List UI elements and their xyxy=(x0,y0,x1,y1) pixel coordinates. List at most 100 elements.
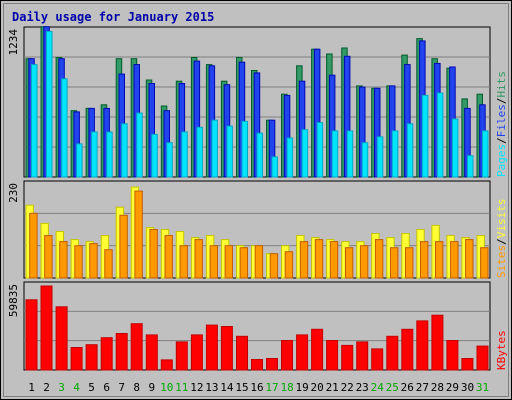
x-tick-label-day-25: 25 xyxy=(386,381,399,394)
bar-hits-pages-day-19 xyxy=(301,129,309,178)
bar-visits-sites-day-21 xyxy=(329,241,339,279)
bar-hits-pages-day-15 xyxy=(241,120,248,178)
bar-hits-pages-day-3 xyxy=(61,78,68,178)
bar-hits-pages-day-14 xyxy=(226,125,233,178)
legend-item-visits: Visits xyxy=(495,199,508,239)
x-tick-label-day-5: 5 xyxy=(88,381,95,394)
x-tick-label-day-16: 16 xyxy=(250,381,263,394)
bar-kbytes-kbytes-day-5 xyxy=(85,344,98,371)
bar-kbytes-kbytes-day-22 xyxy=(341,344,354,371)
legend-item-pages: Pages xyxy=(495,144,508,177)
bar-visits-sites-day-31 xyxy=(480,247,489,279)
bar-kbytes-kbytes-day-9 xyxy=(145,334,158,371)
x-tick-label-day-6: 6 xyxy=(103,381,110,394)
bar-kbytes-kbytes-day-3 xyxy=(55,306,68,371)
bar-visits-sites-day-20 xyxy=(314,239,324,279)
bar-hits-pages-day-21 xyxy=(331,130,339,178)
legend-item-sites: Sites xyxy=(495,245,508,278)
x-tick-label-day-1: 1 xyxy=(28,381,35,394)
x-tick-label-day-21: 21 xyxy=(326,381,339,394)
bar-visits-sites-day-5 xyxy=(89,243,98,279)
legend-separator: / xyxy=(495,238,508,245)
bar-hits-pages-day-26 xyxy=(406,123,414,178)
bar-hits-pages-day-20 xyxy=(316,122,324,178)
bar-visits-sites-day-3 xyxy=(59,241,68,279)
x-tick-label-day-7: 7 xyxy=(118,381,125,394)
bar-kbytes-kbytes-day-14 xyxy=(220,326,233,371)
x-tick-label-day-4: 4 xyxy=(73,381,80,394)
bar-kbytes-kbytes-day-29 xyxy=(446,340,459,371)
bar-visits-sites-day-4 xyxy=(74,245,83,279)
x-tick-label-day-26: 26 xyxy=(401,381,414,394)
x-tick-label-day-11: 11 xyxy=(175,381,188,394)
x-tick-label-day-13: 13 xyxy=(205,381,218,394)
x-tick-label-day-23: 23 xyxy=(356,381,369,394)
bar-hits-pages-day-31 xyxy=(482,130,489,178)
legend-visits: Sites/Visits xyxy=(495,199,508,279)
plot-area: 1234Pages/Files/Hits230Sites/Visits59835… xyxy=(7,26,508,394)
bar-kbytes-kbytes-day-26 xyxy=(401,328,414,371)
bar-kbytes-kbytes-day-8 xyxy=(130,323,143,371)
bar-hits-pages-day-25 xyxy=(391,130,399,178)
bar-visits-sites-day-16 xyxy=(254,245,264,279)
bar-visits-sites-day-19 xyxy=(299,241,309,279)
bar-visits-sites-day-29 xyxy=(450,241,459,279)
panel-visits: 230 Sites/Visits xyxy=(7,180,508,279)
bar-hits-pages-day-24 xyxy=(376,136,384,178)
bar-hits-pages-day-23 xyxy=(361,142,369,178)
legend-kbytes: KBytes xyxy=(495,330,508,370)
x-tick-label-day-17: 17 xyxy=(265,381,278,394)
bar-visits-sites-day-12 xyxy=(194,239,203,279)
x-tick-label-day-3: 3 xyxy=(58,381,65,394)
bar-visits-sites-day-13 xyxy=(209,245,219,279)
x-tick-label-day-9: 9 xyxy=(148,381,155,394)
chart-inner-border xyxy=(3,3,509,397)
bar-visits-sites-day-10 xyxy=(164,235,173,279)
bar-kbytes-kbytes-day-30 xyxy=(461,358,474,371)
bar-hits-pages-day-7 xyxy=(121,123,128,178)
x-tick-label-day-10: 10 xyxy=(160,381,173,394)
bar-kbytes-kbytes-day-19 xyxy=(296,334,309,371)
bar-visits-sites-day-15 xyxy=(239,247,249,279)
bar-kbytes-kbytes-day-15 xyxy=(236,335,248,371)
bar-visits-sites-day-25 xyxy=(390,247,399,279)
x-tick-label-day-31: 31 xyxy=(476,381,489,394)
bar-hits-pages-day-9 xyxy=(151,133,158,178)
x-tick-label-day-12: 12 xyxy=(190,381,203,394)
bar-kbytes-kbytes-day-1 xyxy=(25,299,38,371)
bar-visits-sites-day-7 xyxy=(119,214,128,279)
x-tick-label-day-8: 8 xyxy=(133,381,140,394)
x-tick-label-day-27: 27 xyxy=(416,381,429,394)
x-tick-label-day-30: 30 xyxy=(461,381,474,394)
bar-kbytes-kbytes-day-4 xyxy=(70,347,83,371)
bar-kbytes-kbytes-day-21 xyxy=(326,340,339,371)
bar-visits-sites-day-27 xyxy=(420,241,429,279)
bar-visits-sites-day-22 xyxy=(344,247,354,279)
y-max-label-hits: 1234 xyxy=(7,29,20,56)
bar-visits-sites-day-6 xyxy=(104,249,113,279)
x-tick-label-day-28: 28 xyxy=(431,381,444,394)
bar-kbytes-kbytes-day-18 xyxy=(281,340,293,371)
bar-hits-pages-day-30 xyxy=(467,155,474,178)
bar-visits-sites-day-17 xyxy=(269,253,279,279)
bar-kbytes-kbytes-day-6 xyxy=(100,337,113,371)
bar-hits-pages-day-1 xyxy=(31,64,38,178)
bar-visits-sites-day-18 xyxy=(284,251,294,279)
legend-item-files: Files xyxy=(495,104,508,137)
bar-visits-sites-day-28 xyxy=(435,241,444,279)
legend-separator: / xyxy=(495,98,508,105)
bar-visits-sites-day-14 xyxy=(224,245,234,279)
bar-kbytes-kbytes-day-25 xyxy=(386,335,399,371)
bar-visits-sites-day-24 xyxy=(374,239,384,279)
x-tick-label-day-29: 29 xyxy=(446,381,459,394)
bar-hits-pages-day-6 xyxy=(106,131,113,178)
bar-kbytes-kbytes-day-10 xyxy=(160,359,173,371)
bar-kbytes-kbytes-day-11 xyxy=(175,341,188,371)
panel-kbytes: 59835 KBytes xyxy=(7,281,508,371)
bar-hits-pages-day-18 xyxy=(286,137,294,178)
bar-kbytes-kbytes-day-31 xyxy=(476,345,489,371)
bar-kbytes-kbytes-day-27 xyxy=(416,320,429,371)
bar-hits-pages-day-17 xyxy=(271,156,278,178)
bar-hits-pages-day-12 xyxy=(196,126,203,178)
bar-visits-sites-day-2 xyxy=(44,235,53,279)
